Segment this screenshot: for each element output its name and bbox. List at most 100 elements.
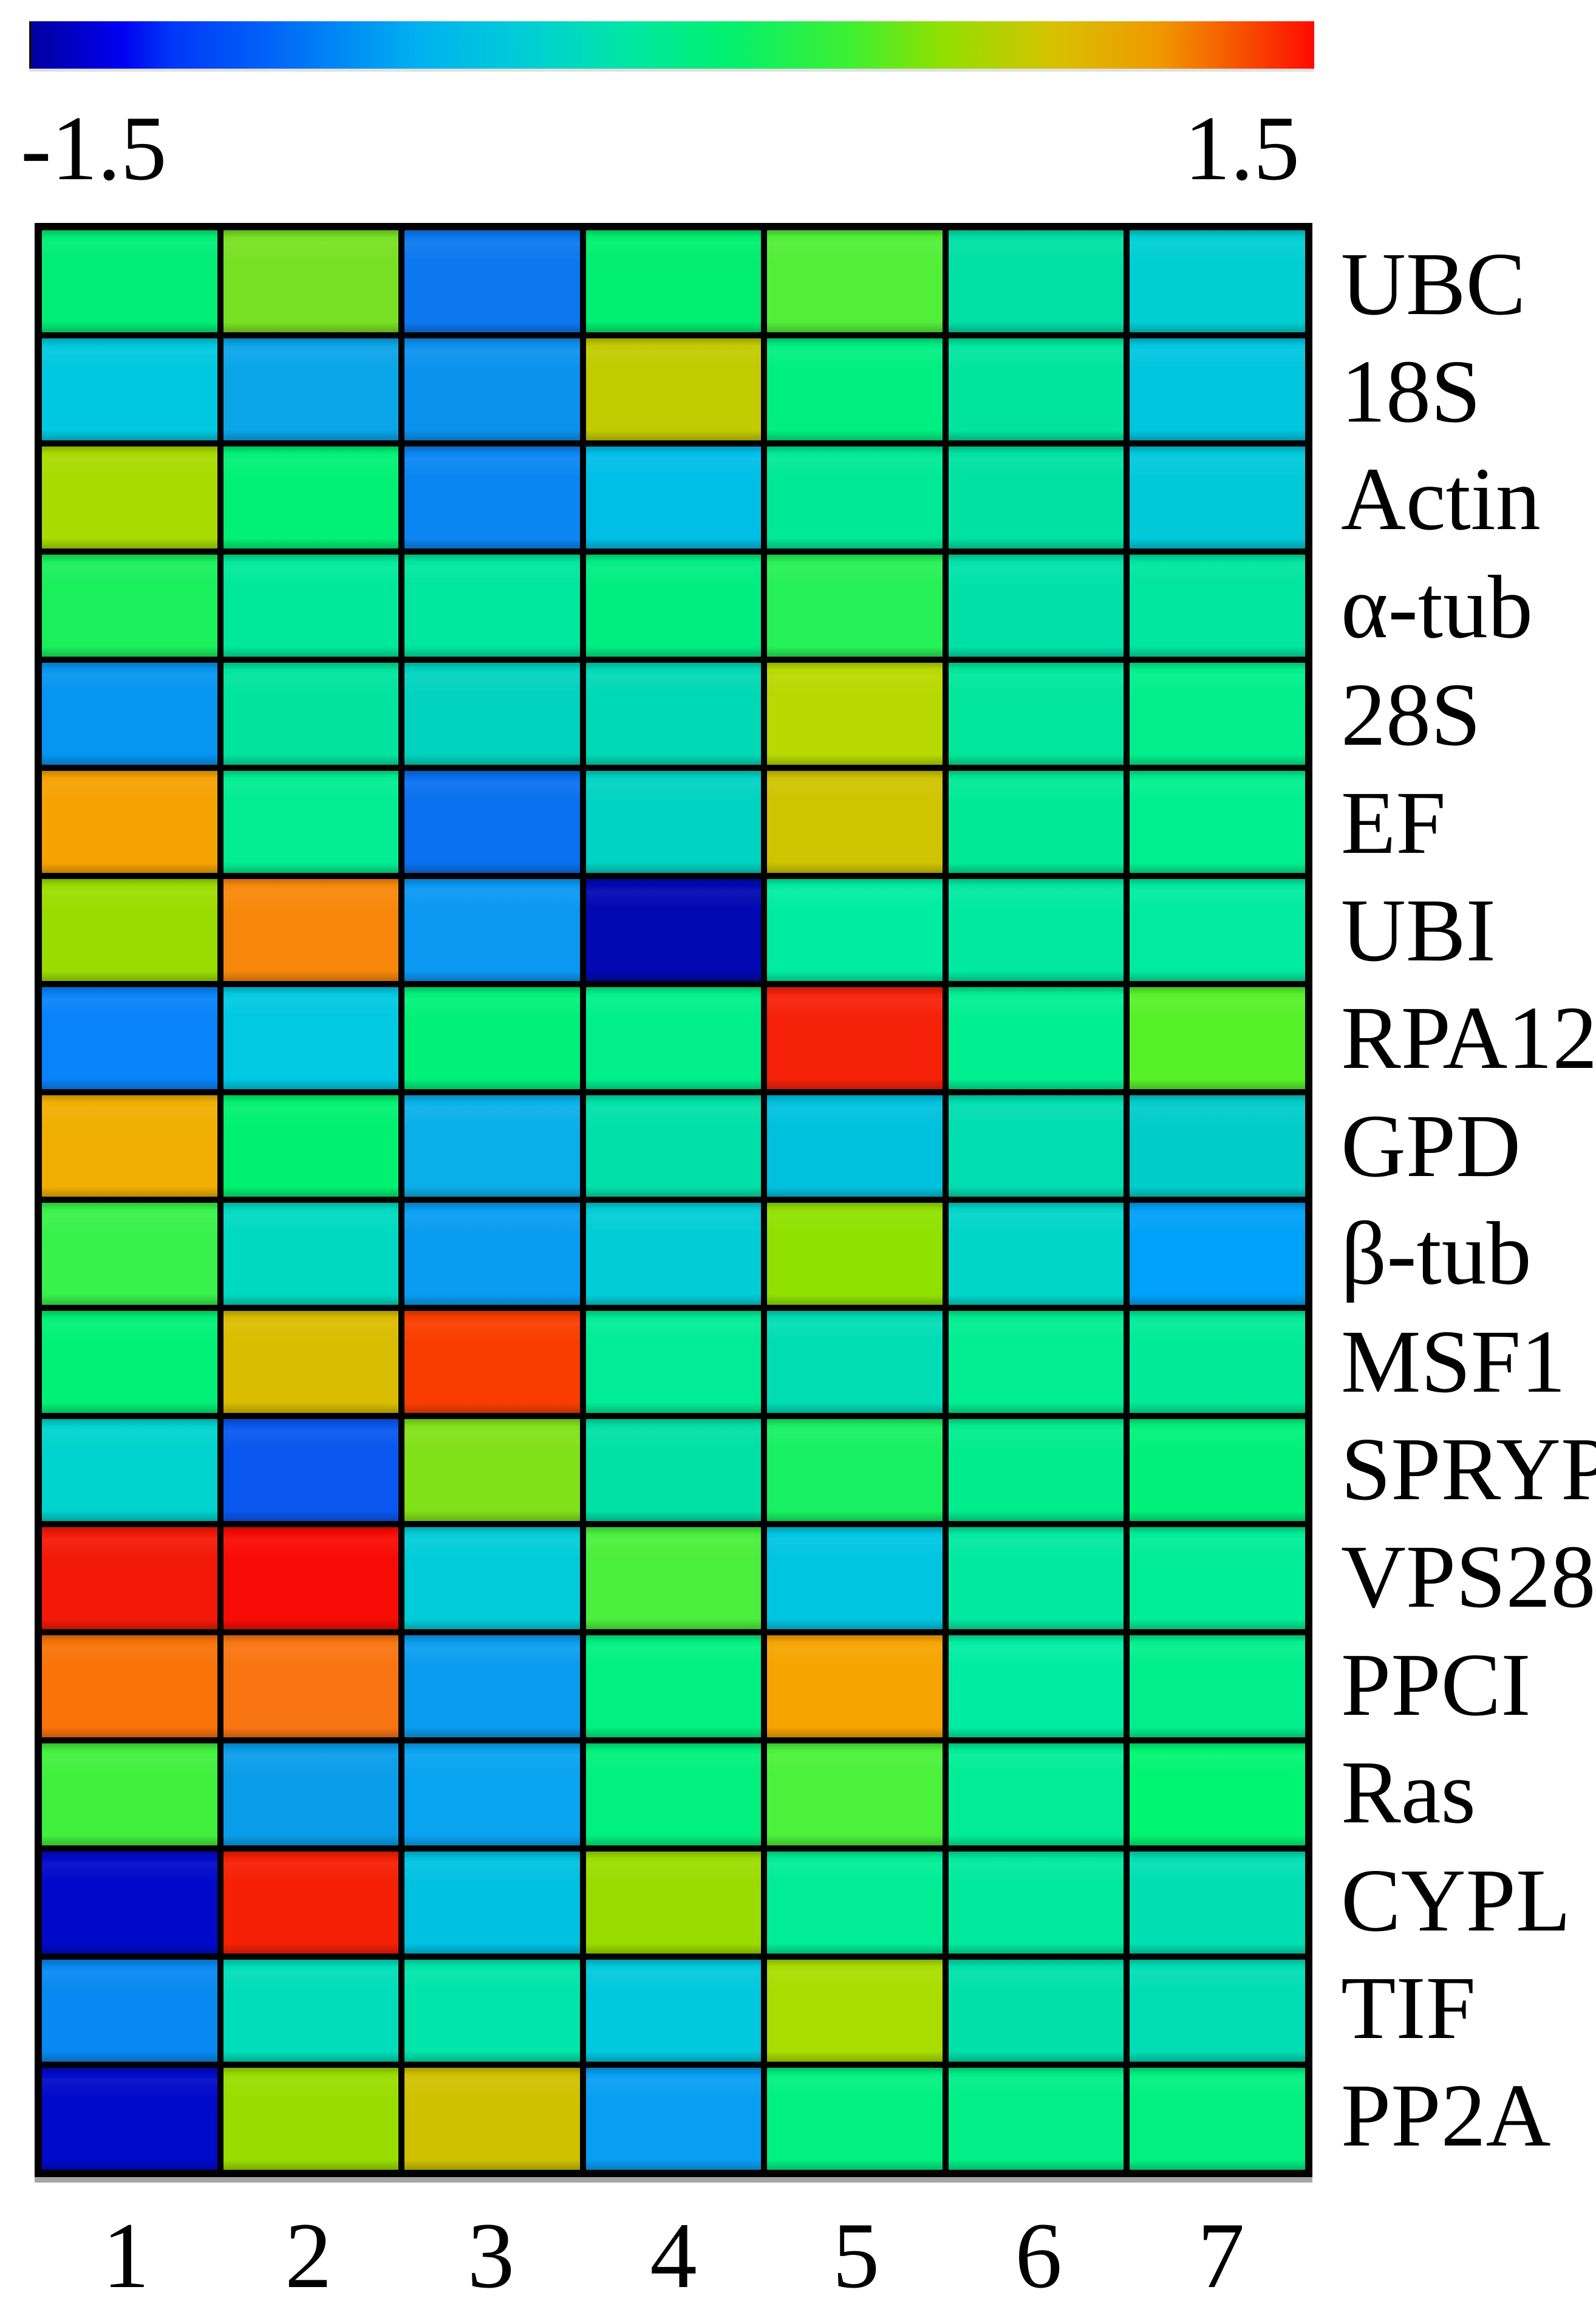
colorbar-gradient	[29, 21, 1314, 69]
heatmap-cell	[42, 1527, 217, 1630]
heatmap-cell	[948, 878, 1124, 981]
heatmap-cell	[42, 1635, 217, 1738]
heatmap-cell	[585, 338, 762, 440]
heatmap-cell	[1130, 554, 1305, 657]
colorbar-scale-labels: -1.5 1.5	[21, 102, 1300, 199]
heatmap-cell	[223, 878, 399, 981]
heatmap-cell	[585, 230, 762, 332]
heatmap-cell	[223, 1203, 399, 1305]
heatmap-cell	[585, 1743, 762, 1846]
heatmap-cell	[404, 1095, 580, 1197]
heatmap-cell	[767, 446, 943, 549]
heatmap-cell	[948, 1743, 1124, 1846]
heatmap-cell	[767, 1203, 943, 1305]
column-label: 2	[285, 2203, 332, 2308]
heatmap-cell	[767, 1095, 943, 1197]
heatmap-cell	[223, 1852, 399, 1954]
heatmap-cell	[948, 230, 1124, 332]
heatmap-cell	[1130, 1203, 1305, 1305]
row-label: PPCI	[1341, 1635, 1531, 1735]
heatmap-cell	[948, 1311, 1124, 1414]
heatmap-cell	[404, 446, 580, 549]
heatmap-cell	[42, 554, 217, 657]
heatmap-cell	[948, 1960, 1124, 2062]
heatmap-cell	[1130, 662, 1305, 765]
colorbar-max-label: 1.5	[1184, 97, 1300, 199]
heatmap-cell	[42, 770, 217, 873]
heatmap-cell	[1130, 1852, 1305, 1954]
heatmap-cell	[585, 1203, 762, 1305]
heatmap-cell	[42, 1095, 217, 1197]
heatmap-cell	[404, 230, 580, 332]
heatmap-cell	[404, 1311, 580, 1414]
row-label: Ras	[1341, 1743, 1476, 1843]
row-label: RPA12	[1341, 988, 1596, 1089]
heatmap-cell	[404, 1419, 580, 1522]
heatmap-cell	[42, 1311, 217, 1414]
row-label: 28S	[1341, 665, 1481, 765]
row-label: 18S	[1341, 342, 1481, 442]
heatmap-cell	[223, 1095, 399, 1197]
heatmap-cell	[767, 987, 943, 1089]
heatmap-cell	[223, 554, 399, 657]
heatmap-cell	[948, 1635, 1124, 1738]
heatmap-cell	[1130, 1419, 1305, 1522]
heatmap-cell	[223, 2068, 399, 2170]
heatmap-grid	[35, 223, 1312, 2177]
heatmap-cell	[223, 1635, 399, 1738]
heatmap-cell	[585, 878, 762, 981]
heatmap-cell	[948, 662, 1124, 765]
heatmap-cell	[42, 338, 217, 440]
heatmap-cell	[585, 1419, 762, 1522]
heatmap-cell	[767, 662, 943, 765]
heatmap-cell	[404, 338, 580, 440]
heatmap-cell	[404, 770, 580, 873]
heatmap-cell	[767, 1311, 943, 1414]
heatmap-cell	[223, 338, 399, 440]
heatmap-cell	[42, 987, 217, 1089]
heatmap-cell	[42, 1960, 217, 2062]
heatmap-cell	[767, 1743, 943, 1846]
heatmap-cell	[948, 338, 1124, 440]
row-label: MSF1	[1341, 1311, 1566, 1412]
heatmap-cell	[404, 878, 580, 981]
row-label: α-tub	[1341, 557, 1533, 657]
heatmap-cell	[585, 1527, 762, 1630]
heatmap-cell	[767, 230, 943, 332]
heatmap-cell	[1130, 770, 1305, 873]
heatmap-cell	[948, 1419, 1124, 1522]
heatmap-cell	[767, 1852, 943, 1954]
heatmap-cell	[404, 2068, 580, 2170]
heatmap-cell	[404, 1960, 580, 2062]
colorbar-min-label: -1.5	[21, 97, 167, 199]
heatmap-cell	[42, 1743, 217, 1846]
heatmap-cell	[767, 770, 943, 873]
column-label: 5	[832, 2203, 880, 2308]
heatmap-cell	[585, 1311, 762, 1414]
heatmap-cell	[585, 770, 762, 873]
heatmap-cell	[1130, 230, 1305, 332]
heatmap-cell	[1130, 446, 1305, 549]
heatmap-cell	[1130, 987, 1305, 1089]
heatmap-cell	[585, 2068, 762, 2170]
heatmap-cell	[767, 878, 943, 981]
row-label: β-tub	[1341, 1204, 1532, 1304]
heatmap-cell	[404, 1852, 580, 1954]
heatmap-cell	[1130, 1527, 1305, 1630]
heatmap-cell	[223, 1960, 399, 2062]
row-label: SPRYP	[1341, 1419, 1596, 1519]
heatmap-cell	[767, 338, 943, 440]
heatmap-cell	[585, 1960, 762, 2062]
heatmap-cell	[1130, 1960, 1305, 2062]
heatmap-cell	[42, 1419, 217, 1522]
row-label: PP2A	[1341, 2066, 1551, 2166]
heatmap-cell	[1130, 1311, 1305, 1414]
heatmap-cell	[1130, 878, 1305, 981]
heatmap-cell	[948, 446, 1124, 549]
row-label: UBI	[1341, 881, 1496, 981]
heatmap-cell	[1130, 1635, 1305, 1738]
column-label: 7	[1197, 2203, 1245, 2308]
heatmap-cell	[585, 987, 762, 1089]
row-label: EF	[1341, 773, 1446, 873]
heatmap-cell	[223, 1527, 399, 1630]
